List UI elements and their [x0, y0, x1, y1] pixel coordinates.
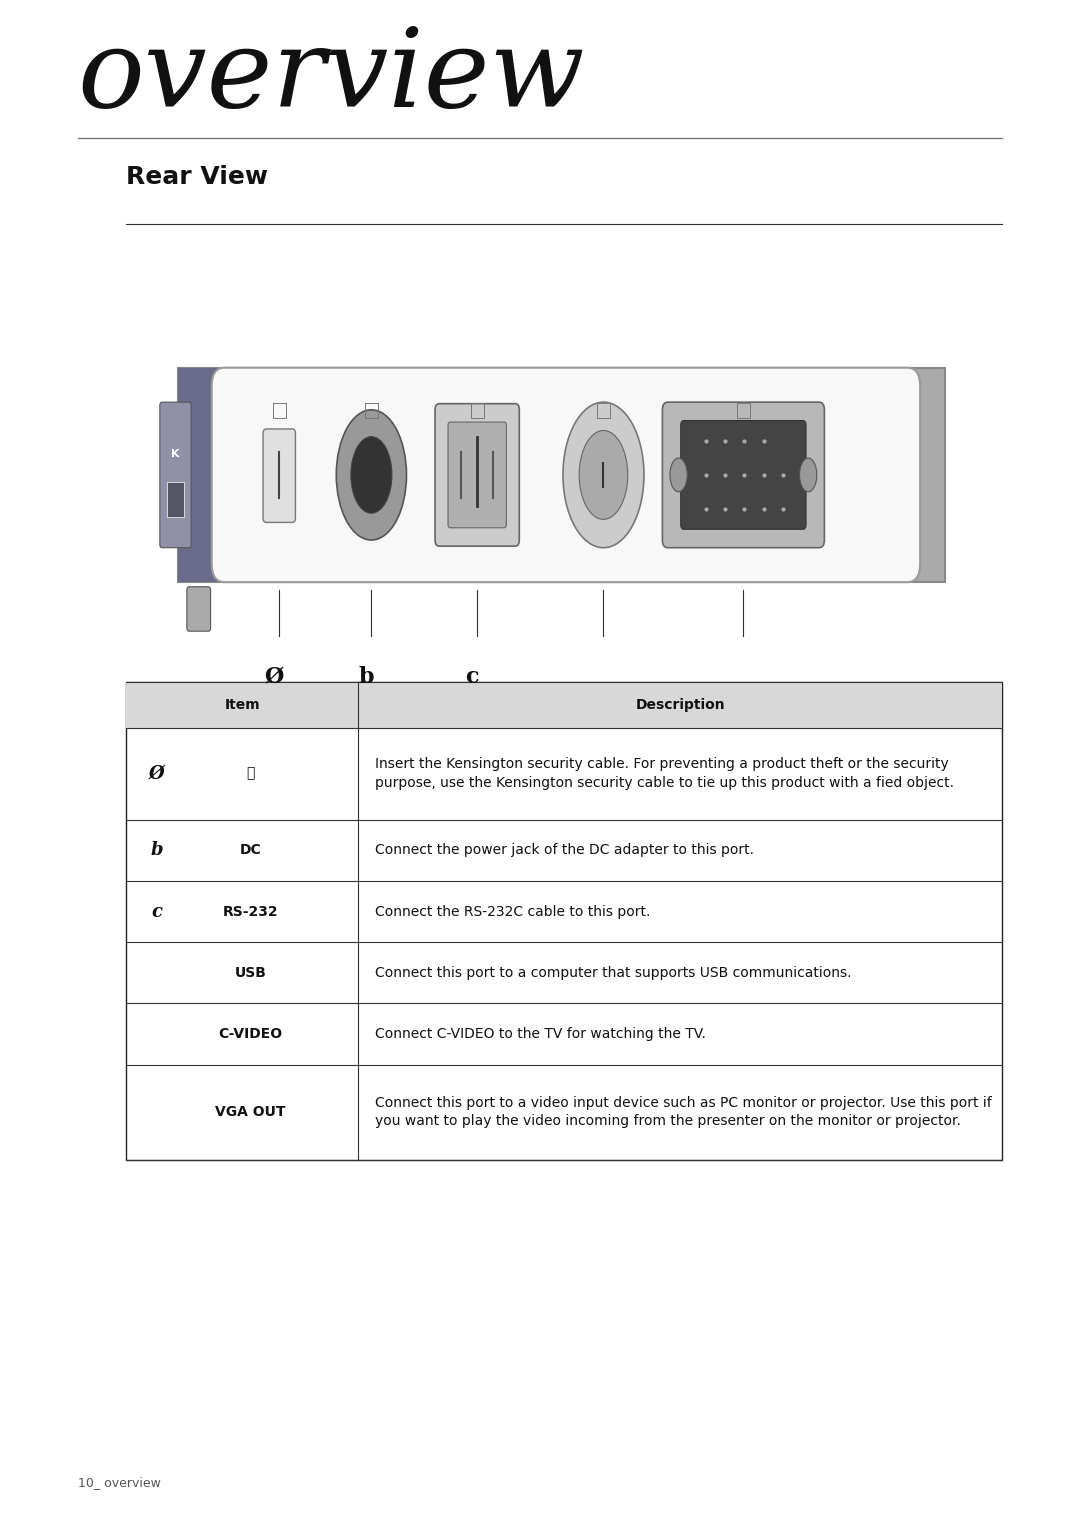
Text: Connect this port to a computer that supports USB communications.: Connect this port to a computer that sup…: [375, 965, 851, 980]
FancyBboxPatch shape: [680, 420, 806, 530]
Ellipse shape: [670, 458, 687, 492]
Ellipse shape: [351, 437, 392, 513]
Bar: [471, 403, 484, 418]
Text: overview: overview: [78, 23, 585, 130]
Bar: [126, 682, 1002, 1160]
Text: DC: DC: [240, 843, 261, 858]
Text: K: K: [172, 449, 179, 460]
Text: Connect C-VIDEO to the TV for watching the TV.: Connect C-VIDEO to the TV for watching t…: [375, 1026, 705, 1042]
Text: c: c: [151, 902, 162, 921]
Bar: [273, 403, 286, 418]
Text: Rear View: Rear View: [126, 165, 268, 190]
Bar: [178, 368, 219, 582]
Text: Connect the RS-232C cable to this port.: Connect the RS-232C cable to this port.: [375, 904, 650, 919]
Text: USB: USB: [234, 965, 267, 980]
Text: VGA OUT: VGA OUT: [215, 1105, 286, 1120]
Bar: [126, 682, 1002, 728]
Ellipse shape: [336, 411, 406, 541]
FancyBboxPatch shape: [160, 403, 191, 548]
Text: C-VIDEO: C-VIDEO: [218, 1026, 283, 1042]
Text: Insert the Kensington security cable. For preventing a product theft or the secu: Insert the Kensington security cable. Fo…: [375, 757, 954, 791]
Text: Ø: Ø: [265, 666, 284, 688]
Text: Item: Item: [225, 697, 260, 712]
Text: Ø: Ø: [149, 764, 164, 783]
FancyBboxPatch shape: [178, 368, 945, 582]
Text: RS-232: RS-232: [222, 904, 279, 919]
Bar: [597, 403, 610, 418]
Text: Ⓚ: Ⓚ: [246, 766, 255, 781]
FancyBboxPatch shape: [662, 403, 824, 548]
Bar: [737, 403, 750, 418]
FancyBboxPatch shape: [264, 429, 296, 522]
Text: b: b: [150, 841, 163, 859]
Ellipse shape: [799, 458, 816, 492]
Bar: [365, 403, 378, 418]
Bar: [167, 483, 184, 516]
FancyBboxPatch shape: [448, 421, 507, 527]
Text: c: c: [465, 666, 478, 688]
FancyBboxPatch shape: [435, 403, 519, 547]
Text: Connect the power jack of the DC adapter to this port.: Connect the power jack of the DC adapter…: [375, 843, 754, 858]
Text: 10_ overview: 10_ overview: [78, 1477, 161, 1489]
Ellipse shape: [579, 430, 627, 519]
Ellipse shape: [563, 403, 644, 548]
FancyBboxPatch shape: [212, 368, 920, 582]
FancyBboxPatch shape: [187, 587, 211, 631]
Text: Connect this port to a video input device such as PC monitor or projector. Use t: Connect this port to a video input devic…: [375, 1095, 991, 1129]
Text: b: b: [359, 666, 374, 688]
Text: Description: Description: [635, 697, 725, 712]
